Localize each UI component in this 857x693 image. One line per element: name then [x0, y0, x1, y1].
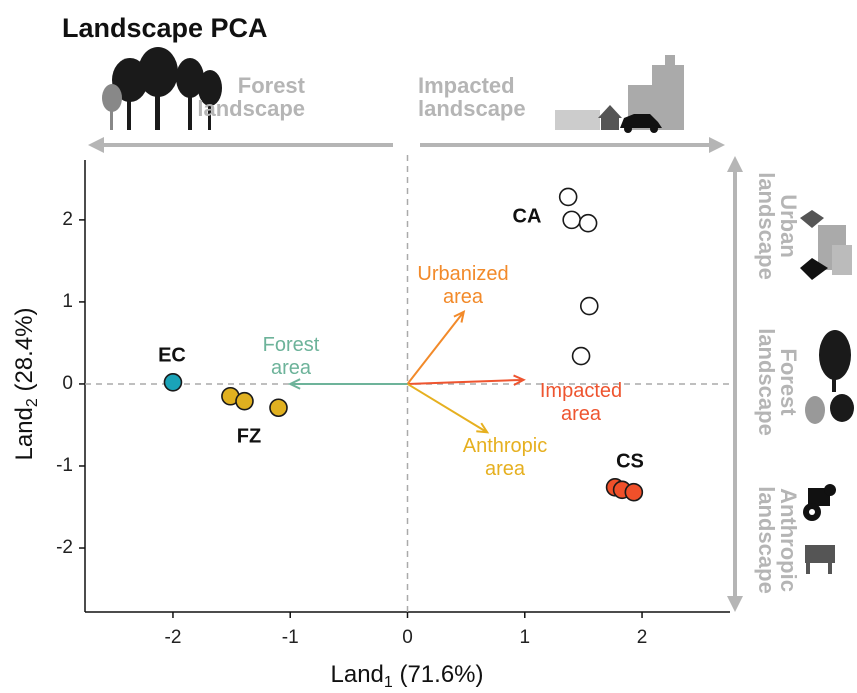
loading-label-line: area — [271, 357, 312, 379]
loading-label-line: area — [443, 286, 484, 308]
loading-label-line: area — [561, 403, 602, 425]
loading-arrow — [406, 383, 490, 434]
y-axis-label: Land2 (28.4%) — [11, 308, 41, 461]
point — [163, 373, 183, 392]
loading-label: Impacted area — [540, 380, 622, 425]
side-icons — [800, 210, 854, 574]
point — [578, 213, 598, 233]
loading-label: Anthropic area — [463, 435, 548, 480]
side-annotation: Forestlandscape — [754, 328, 801, 436]
loading-arrow — [287, 378, 408, 390]
top-annotation-line: Impacted — [418, 73, 515, 98]
y-tick-label: -2 — [56, 537, 73, 558]
loading-label-line: area — [485, 458, 526, 480]
x-tick-label: -2 — [165, 627, 182, 648]
loading-arrow — [406, 309, 466, 385]
point — [558, 187, 578, 207]
x-label-subscript: 1 — [384, 674, 393, 691]
forest-icon — [102, 47, 222, 130]
point — [269, 398, 288, 418]
group-label: CS — [616, 450, 644, 472]
group-label: FZ — [237, 425, 261, 447]
point — [624, 482, 644, 502]
group-label: EC — [158, 344, 186, 366]
x-axis-label: Land1 (71.6%) — [331, 661, 484, 691]
x-label-rest: (71.6%) — [393, 661, 484, 688]
x-tick-label: 2 — [637, 627, 648, 648]
loading-arrow — [407, 374, 526, 386]
top-annotation: Impacted landscape — [418, 73, 526, 121]
loading-label: Urbanized area — [417, 263, 508, 308]
loading-label-line: Anthropic — [463, 435, 548, 457]
x-tick-label: -1 — [282, 627, 299, 648]
side-annotation-line: Forest — [776, 348, 801, 416]
x-tick-label: 1 — [519, 627, 530, 648]
y-label-main: Land — [11, 407, 38, 460]
side-annotation-line: Urban — [776, 194, 801, 258]
loading-label-line: Forest — [263, 334, 320, 356]
side-annotation: Anthropiclandscape — [754, 486, 801, 594]
x-tick-label: 0 — [402, 627, 413, 648]
y-label-rest: (28.4%) — [11, 308, 38, 399]
top-annotation-line: landscape — [197, 96, 305, 121]
top-annotation-line: Forest — [238, 73, 306, 98]
side-annotation-line: Anthropic — [776, 488, 801, 592]
top-annotation: Forest landscape — [197, 73, 305, 121]
side-annotation: Urbanlandscape — [754, 172, 801, 280]
y-tick-label: 1 — [62, 291, 73, 312]
side-annotation-line: landscape — [754, 486, 779, 594]
side-annotation-line: landscape — [754, 172, 779, 280]
point — [235, 391, 254, 411]
group-label: CA — [513, 205, 542, 227]
loading-label: Forest area — [263, 334, 320, 379]
point — [579, 296, 599, 316]
y-tick-label: -1 — [56, 455, 73, 476]
x-label-main: Land — [331, 661, 384, 688]
top-annotation-line: landscape — [418, 96, 526, 121]
loading-label-line: Impacted — [540, 380, 622, 402]
urban-icon — [555, 55, 684, 133]
y-tick-label: 0 — [62, 373, 73, 394]
side-annotation-line: landscape — [754, 328, 779, 436]
point — [562, 210, 581, 230]
point — [571, 346, 591, 366]
direction-arrows — [88, 137, 743, 612]
loading-label-line: Urbanized — [417, 263, 508, 285]
y-tick-label: 2 — [62, 209, 73, 230]
y-label-subscript: 2 — [24, 398, 41, 407]
chart-title: Landscape PCA — [62, 13, 268, 43]
